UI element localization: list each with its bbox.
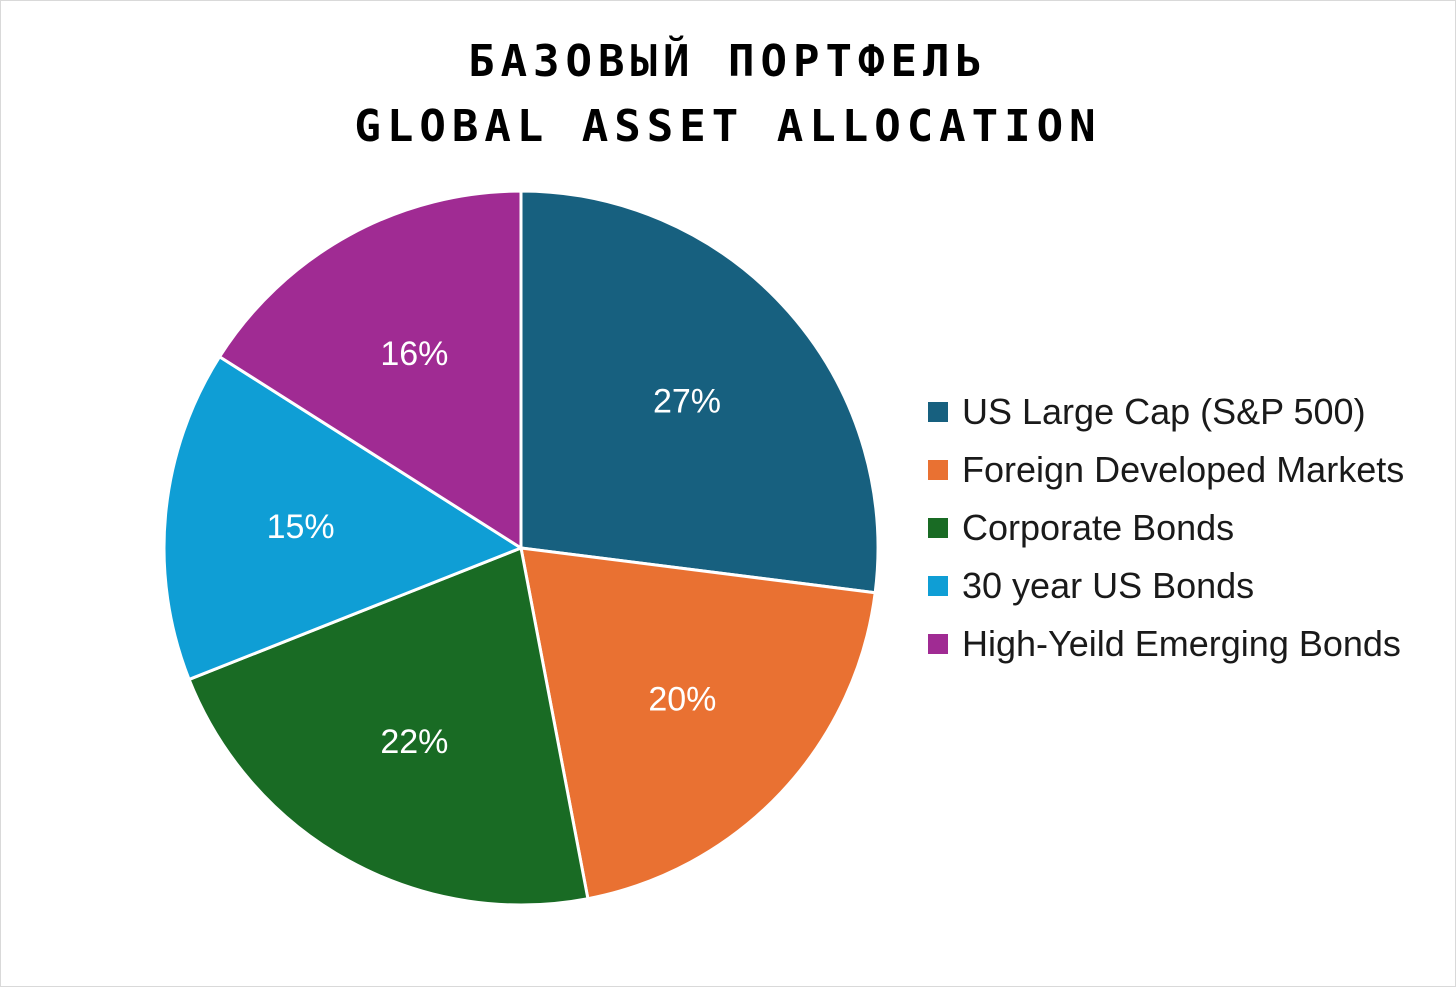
- pie-slice: [218, 189, 523, 550]
- legend-item: US Large Cap (S&P 500): [928, 383, 1448, 441]
- legend-swatch: [928, 518, 948, 538]
- chart-subtitle: GLOBAL ASSET ALLOCATION: [354, 101, 1102, 152]
- slice-data-label: 20%: [648, 681, 716, 719]
- slice-data-label: 16%: [380, 335, 448, 373]
- legend-label: 30 year US Bonds: [962, 565, 1255, 606]
- legend-label: Corporate Bonds: [962, 507, 1235, 548]
- legend-item: Foreign Developed Markets: [928, 441, 1448, 499]
- pie-slice: [519, 189, 880, 595]
- legend-label: US Large Cap (S&P 500): [962, 391, 1366, 432]
- slice-data-label: 27%: [653, 383, 721, 421]
- slice-data-label: 22%: [380, 723, 448, 761]
- legend-label: High-Yeild Emerging Bonds: [962, 623, 1401, 664]
- pie-slice: [519, 546, 877, 901]
- pie-slice: [187, 546, 590, 907]
- legend-item: Corporate Bonds: [928, 499, 1448, 557]
- legend-swatch: [928, 576, 948, 596]
- slice-data-label: 15%: [267, 508, 335, 546]
- legend-swatch: [928, 402, 948, 422]
- legend-item: High-Yeild Emerging Bonds: [928, 615, 1448, 673]
- legend-swatch: [928, 634, 948, 654]
- legend-label: Foreign Developed Markets: [962, 449, 1405, 490]
- chart-title: БАЗОВЫЙ ПОРТФЕЛЬ: [468, 36, 988, 87]
- legend-item: 30 year US Bonds: [928, 557, 1448, 615]
- legend: US Large Cap (S&P 500) Foreign Developed …: [928, 383, 1448, 673]
- pie-slice: [162, 355, 523, 681]
- legend-swatch: [928, 460, 948, 480]
